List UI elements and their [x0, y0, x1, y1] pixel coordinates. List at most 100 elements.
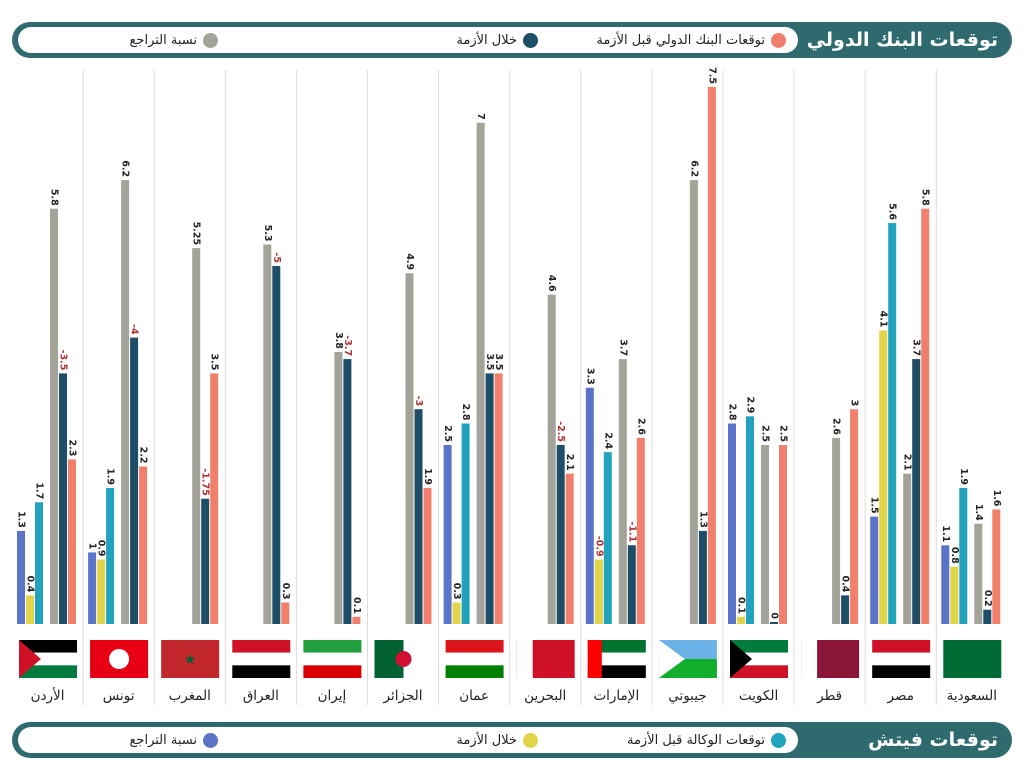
flag-icon	[801, 640, 860, 678]
data-label: 0.3	[451, 583, 462, 600]
flag-icon	[232, 640, 291, 678]
data-label: 5.3	[262, 225, 273, 242]
country-label: السعودية	[947, 688, 997, 704]
data-label: 1	[87, 543, 98, 550]
data-label: 5.8	[49, 189, 60, 206]
legend-label: خلال الأزمة	[456, 732, 517, 748]
bar	[870, 516, 879, 624]
country-label: قطر	[816, 688, 842, 704]
bar	[983, 609, 992, 624]
data-label: -0.9	[593, 536, 604, 557]
bar	[850, 409, 859, 624]
data-label: 2.6	[831, 418, 842, 435]
bar	[452, 602, 461, 624]
data-label: 3.3	[584, 368, 595, 385]
data-label: 3	[849, 400, 860, 407]
bar	[594, 559, 603, 624]
bar	[423, 487, 432, 624]
bar	[841, 595, 850, 624]
data-label: 4.9	[404, 253, 415, 270]
flag-icon	[516, 640, 575, 678]
bar	[405, 273, 414, 624]
bar	[130, 337, 139, 624]
data-label: 0.4	[840, 576, 851, 593]
data-label: 3.7	[617, 339, 628, 356]
data-label: -4	[129, 324, 140, 335]
data-label: 2.4	[602, 432, 613, 449]
data-label: -3	[413, 396, 424, 407]
data-label: 1.7	[34, 482, 45, 499]
data-label: 2.9	[745, 397, 756, 414]
data-label: 3.5	[209, 354, 220, 371]
legend-item: توقعات الوكالة قبل الأزمة	[626, 732, 786, 748]
data-label: 0.8	[949, 547, 960, 564]
bar	[689, 180, 698, 624]
legend-item: خلال الأزمة	[456, 732, 538, 748]
country-label: جيبوتي	[668, 688, 706, 704]
legend-label: توقعات الوكالة قبل الأزمة	[626, 732, 765, 748]
data-label: 0.2	[982, 590, 993, 607]
data-label: 6.2	[120, 160, 131, 177]
bar	[59, 373, 67, 624]
data-label: 3.8	[333, 332, 344, 349]
data-label: -5	[271, 252, 282, 263]
data-label: 2.2	[138, 447, 149, 464]
bar	[627, 545, 636, 624]
data-label: 0.1	[351, 597, 362, 614]
legend-label: نسبة التراجع	[129, 732, 197, 748]
bar	[494, 373, 503, 624]
data-label: 5.6	[887, 203, 898, 220]
data-label: 0.4	[25, 576, 36, 593]
bar	[26, 595, 34, 624]
svg-text:★: ★	[184, 652, 197, 668]
data-label: 3.5	[484, 354, 495, 371]
bar	[779, 445, 787, 624]
bar	[485, 373, 494, 624]
country-label: الإمارات	[593, 688, 639, 704]
bar	[414, 409, 423, 624]
bar	[547, 294, 556, 624]
bar	[476, 122, 485, 625]
flag-icon	[445, 640, 504, 678]
data-label: 2.3	[67, 439, 78, 456]
country-label: البحرين	[524, 688, 566, 704]
bar	[343, 359, 352, 624]
bar	[761, 445, 769, 624]
bar	[192, 248, 201, 624]
data-label: 1.3	[697, 511, 708, 528]
data-label: 5.25	[191, 222, 202, 245]
legend-label: خلال الأزمة	[456, 32, 517, 48]
bar	[746, 416, 754, 624]
flag-icon: ★	[161, 640, 220, 678]
country-label: إيران	[318, 688, 347, 704]
bar	[888, 223, 897, 625]
data-label: 2.8	[727, 404, 738, 421]
data-label: 2.1	[902, 454, 913, 471]
data-label: 4.6	[546, 275, 557, 292]
bar	[201, 498, 210, 624]
legend-item: توقعات البنك الدولي قبل الأزمة	[596, 32, 786, 48]
data-label: -3.5	[58, 350, 69, 371]
legend-swatch	[771, 732, 786, 748]
country-label: عمان	[459, 688, 489, 704]
data-label: 4.1	[878, 311, 889, 328]
data-label: 0.1	[736, 597, 747, 614]
bar	[921, 208, 930, 624]
country-label: الأردن	[31, 687, 65, 704]
country-label: مصر	[887, 688, 914, 704]
legend-swatch	[203, 732, 218, 748]
data-label: 1.9	[958, 468, 969, 485]
legend-item: نسبة التراجع	[130, 32, 218, 48]
country-label: المغرب	[169, 688, 211, 704]
data-label: -2.5	[555, 421, 566, 442]
bar	[88, 552, 97, 624]
flag-icon	[730, 640, 788, 678]
flag-icon	[658, 640, 717, 678]
bar	[698, 530, 707, 624]
bar	[636, 437, 645, 624]
data-label: 1.5	[869, 497, 880, 514]
data-label: 1.9	[422, 468, 433, 485]
world-bank-legend: توقعات البنك الدولي قبل الأزمة خلال الأزم…	[12, 22, 1012, 58]
bar	[281, 602, 290, 624]
fitch-legend: توقعات الوكالة قبل الأزمة خلال الأزمة نسبة…	[12, 722, 1012, 758]
